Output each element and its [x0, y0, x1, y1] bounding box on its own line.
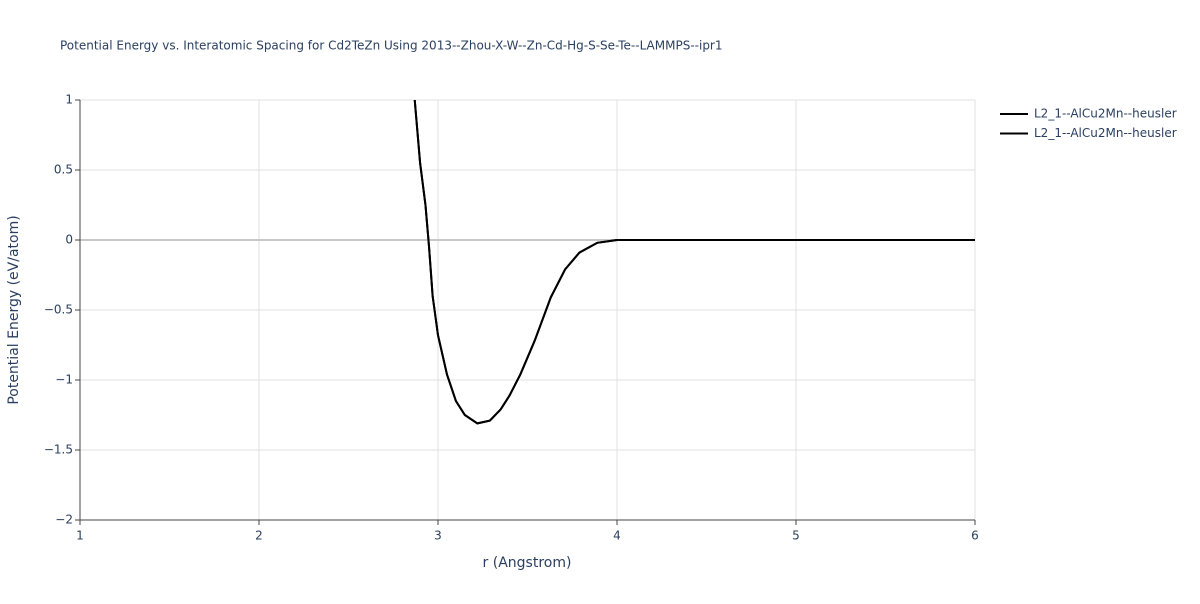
y-tick-label: 0: [65, 233, 73, 247]
x-tick-label: 2: [255, 529, 263, 543]
series-line: [413, 100, 975, 425]
x-tick-label: 3: [434, 529, 442, 543]
x-tick-label: 6: [971, 529, 979, 543]
y-tick-label: −0.5: [44, 303, 73, 317]
legend-label: L2_1--AlCu2Mn--heusler: [1034, 126, 1177, 140]
series-line: [413, 100, 975, 425]
y-tick-label: −1: [55, 373, 73, 387]
chart-title: Potential Energy vs. Interatomic Spacing…: [60, 39, 723, 53]
y-tick-label: 1: [65, 93, 73, 107]
y-tick-label: −2: [55, 513, 73, 527]
x-tick-label: 5: [792, 529, 800, 543]
x-tick-label: 1: [76, 529, 84, 543]
x-axis-label: r (Angstrom): [483, 555, 572, 571]
y-tick-label: 0.5: [54, 163, 73, 177]
x-tick-label: 4: [613, 529, 621, 543]
y-tick-label: −1.5: [44, 443, 73, 457]
legend-label: L2_1--AlCu2Mn--heusler: [1034, 107, 1177, 121]
y-axis-label: Potential Energy (eV/atom): [6, 215, 22, 404]
